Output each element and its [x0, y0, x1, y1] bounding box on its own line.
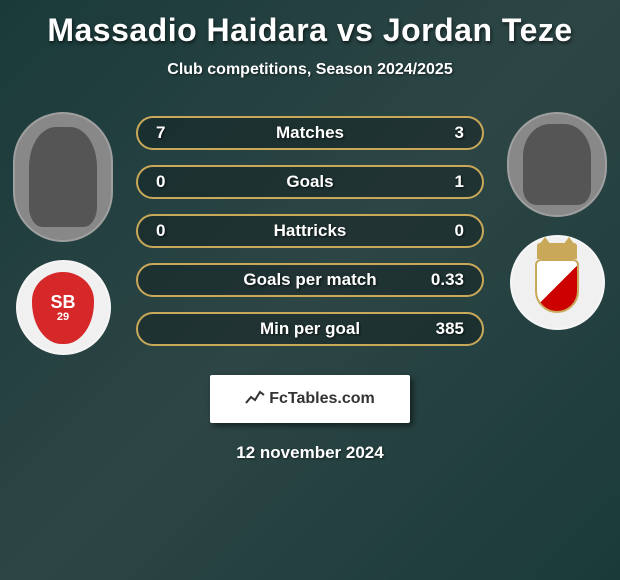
logo-text: FcTables.com: [269, 390, 375, 408]
stat-row-goals-per-match: Goals per match 0.33: [136, 263, 484, 297]
page-title: Massadio Haidara vs Jordan Teze: [0, 12, 620, 49]
crest-text: SB: [50, 293, 75, 311]
stat-left-value: 7: [156, 123, 165, 143]
stat-label: Hattricks: [274, 221, 347, 241]
stat-row-goals: 0 Goals 1: [136, 165, 484, 199]
stat-label: Goals per match: [243, 270, 376, 290]
page-subtitle: Club competitions, Season 2024/2025: [0, 61, 620, 79]
fctables-logo[interactable]: FcTables.com: [210, 375, 410, 423]
stat-row-min-per-goal: Min per goal 385: [136, 312, 484, 346]
stat-right-value: 0.33: [431, 270, 464, 290]
date-text: 12 november 2024: [0, 443, 620, 463]
stat-right-value: 1: [455, 172, 464, 192]
stat-row-hattricks: 0 Hattricks 0: [136, 214, 484, 248]
stat-right-value: 3: [455, 123, 464, 143]
content-row: SB 29 7 Matches 3 0 Goals 1 0 Hattricks …: [0, 87, 620, 355]
player-silhouette-icon: [523, 124, 590, 205]
club-badge-right: [510, 235, 605, 330]
stat-right-value: 385: [436, 319, 464, 339]
stat-label: Matches: [276, 123, 344, 143]
stats-column: 7 Matches 3 0 Goals 1 0 Hattricks 0 Goal…: [118, 112, 502, 346]
stat-row-matches: 7 Matches 3: [136, 116, 484, 150]
brest-crest-icon: SB 29: [32, 272, 94, 344]
stat-left-value: 0: [156, 172, 165, 192]
monaco-crest-icon: [526, 245, 588, 321]
club-badge-left: SB 29: [16, 260, 111, 355]
stat-label: Goals: [286, 172, 333, 192]
stat-right-value: 0: [455, 221, 464, 241]
header: Massadio Haidara vs Jordan Teze Club com…: [0, 0, 620, 87]
left-column: SB 29: [8, 112, 118, 355]
shield-icon: [535, 259, 579, 313]
chart-icon: [245, 389, 265, 410]
crest-year: 29: [57, 311, 69, 323]
stat-left-value: 0: [156, 221, 165, 241]
crown-icon: [537, 243, 577, 259]
player-photo-left: [13, 112, 113, 242]
right-column: [502, 112, 612, 330]
player-photo-right: [507, 112, 607, 217]
stat-label: Min per goal: [260, 319, 360, 339]
player-silhouette-icon: [29, 127, 96, 228]
